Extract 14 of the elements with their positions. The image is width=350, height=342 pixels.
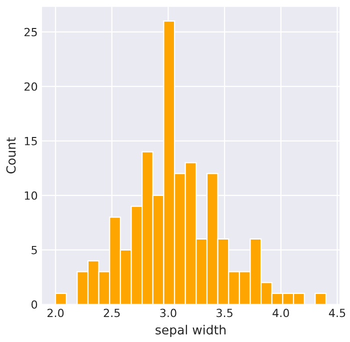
y-tick-label: 5 <box>32 246 37 254</box>
y-axis-title: Count <box>6 137 16 174</box>
x-tick-label: 2.5 <box>104 308 120 318</box>
y-tick-label: 15 <box>24 137 37 146</box>
x-tick-label: 4.5 <box>328 308 346 318</box>
x-tick-label: 3.5 <box>216 308 232 318</box>
y-tick-label: 10 <box>24 191 38 200</box>
x-tick-label: 3.0 <box>160 308 176 318</box>
x-axis-title: sepal width <box>156 324 226 337</box>
x-tick-label: 2.0 <box>48 308 64 318</box>
y-tick-label: 0 <box>31 300 38 309</box>
y-tick-label: 20 <box>24 82 38 91</box>
x-tick-label: 4.0 <box>272 308 289 318</box>
y-tick-label: 25 <box>24 28 37 36</box>
